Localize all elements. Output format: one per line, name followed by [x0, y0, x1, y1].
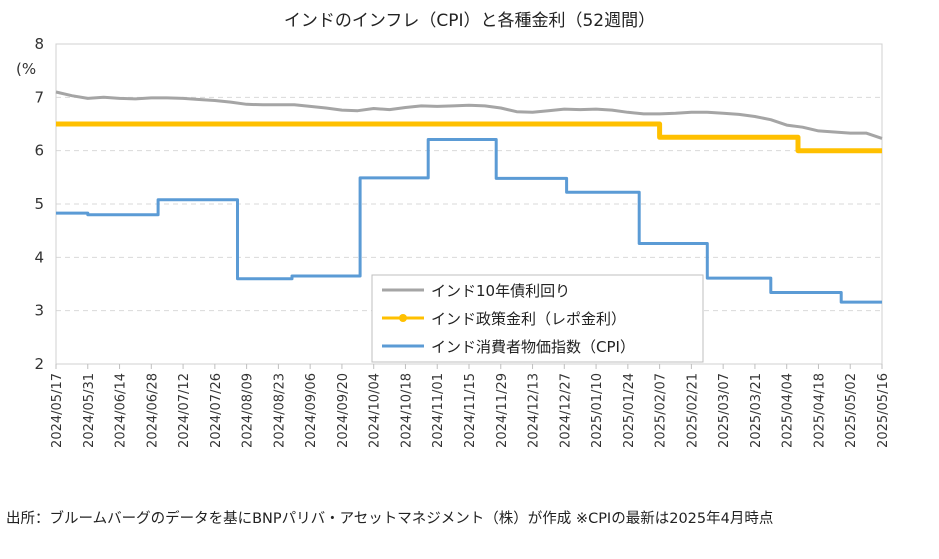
line-chart: 2 3 4 5 6 7 8 (% 2024/05/17 2024/05/31 2024/06/1… — [16, 35, 891, 448]
x-tick-label: 2024/12/27 — [558, 373, 573, 448]
series-line-bond-yield — [55, 90, 883, 140]
x-tick-label: 2025/05/16 — [876, 373, 891, 448]
x-tick-label: 2024/05/17 — [50, 373, 65, 448]
y-tick-label: 6 — [34, 142, 44, 160]
y-tick-label: 7 — [34, 88, 44, 106]
x-tick-label: 2024/08/09 — [241, 373, 256, 448]
x-tick-label: 2024/08/23 — [272, 373, 287, 448]
x-tick-label: 2025/02/07 — [654, 373, 669, 448]
x-tick-label: 2025/02/21 — [685, 373, 700, 448]
y-tick-label: 4 — [34, 248, 44, 266]
x-tick-label: 2024/11/29 — [495, 373, 510, 448]
x-tick-label: 2024/05/31 — [82, 373, 97, 448]
y-tick-label: 2 — [34, 355, 44, 373]
series-lines — [55, 90, 883, 304]
legend-marker-repo — [399, 314, 407, 322]
x-tick-label: 2024/11/15 — [463, 373, 478, 448]
y-axis-unit: (% — [16, 60, 36, 78]
series-line-repo-rate — [56, 121, 882, 154]
legend-label-bond: インド10年債利回り — [431, 282, 570, 300]
legend-box — [371, 274, 704, 363]
x-tick-label: 2025/03/07 — [717, 373, 732, 448]
x-tick-label: 2024/09/06 — [304, 373, 319, 448]
series-line-cpi — [56, 138, 882, 304]
legend-label-cpi: インド消費者物価指数（CPI） — [431, 338, 635, 356]
legend-label-repo: インド政策金利（レポ金利） — [431, 310, 626, 328]
x-tick-label: 2024/09/20 — [336, 373, 351, 448]
x-tick-label: 2024/06/14 — [114, 373, 129, 448]
x-tick-label: 2025/04/04 — [781, 373, 796, 448]
x-tick-label: 2024/10/04 — [368, 373, 383, 448]
x-tick-label: 2024/12/13 — [527, 373, 542, 448]
y-tick-label: 8 — [34, 35, 44, 53]
x-tick-label: 2025/01/10 — [590, 373, 605, 448]
gridlines — [56, 96, 882, 312]
x-tick-label: 2024/11/01 — [431, 373, 446, 448]
y-axis: 2 3 4 5 6 7 8 — [34, 35, 44, 373]
x-tick-label: 2025/05/02 — [844, 373, 859, 448]
x-tick-label: 2024/10/18 — [399, 373, 414, 448]
x-tick-label: 2024/07/26 — [209, 373, 224, 448]
x-tick-label: 2025/04/18 — [812, 373, 827, 448]
legend: インド10年債利回り インド政策金利（レポ金利） インド消費者物価指数（CPI） — [371, 274, 704, 363]
source-note: 出所：ブルームバーグのデータを基にBNPパリバ・アセットマネジメント（株）が作成… — [6, 511, 774, 527]
x-tick-label: 2025/01/24 — [622, 373, 637, 448]
chart-title: インドのインフレ（CPI）と各種金利（52週間） — [283, 11, 656, 31]
x-tick-label: 2025/03/21 — [749, 373, 764, 448]
y-tick-label: 5 — [34, 195, 44, 213]
x-axis: 2024/05/17 2024/05/31 2024/06/14 2024/06/28… — [50, 364, 891, 448]
y-tick-label: 3 — [34, 302, 44, 320]
x-tick-label: 2024/07/12 — [177, 373, 192, 448]
x-tick-label: 2024/06/28 — [145, 373, 160, 448]
